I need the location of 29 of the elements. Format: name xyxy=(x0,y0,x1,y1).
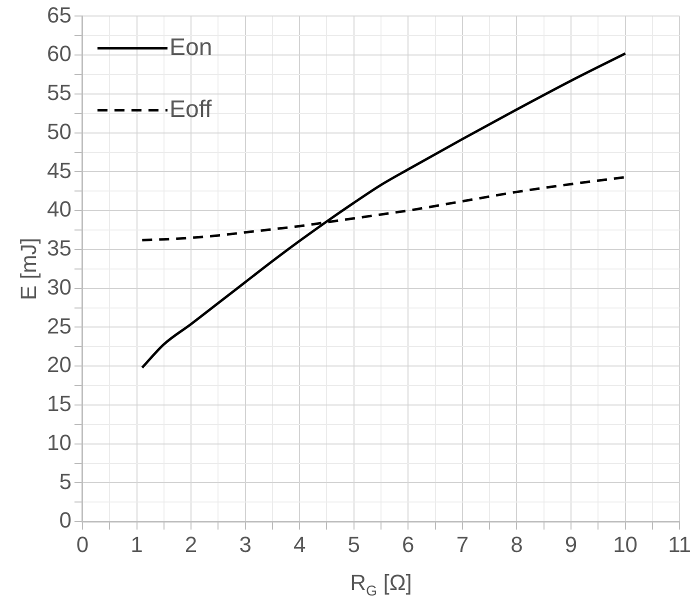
x-tick-label: 1 xyxy=(130,532,143,557)
y-tick-label: 35 xyxy=(46,236,72,261)
x-tick-label: 4 xyxy=(293,532,306,557)
legend-label: Eon xyxy=(169,34,212,61)
y-tick-label: 20 xyxy=(46,352,72,378)
x-tick-label: 11 xyxy=(668,532,692,557)
x-tick-label: 5 xyxy=(348,532,360,557)
y-tick-label: 30 xyxy=(46,274,72,300)
y-tick-label: 0 xyxy=(59,508,72,533)
x-tick-label: 7 xyxy=(456,532,469,557)
legend-label: Eoff xyxy=(169,96,212,123)
y-tick-label: 45 xyxy=(46,158,72,183)
y-tick-label: 5 xyxy=(59,468,72,494)
x-tick-label: 10 xyxy=(613,532,638,557)
x-tick-label: 3 xyxy=(239,532,252,557)
x-tick-label: 2 xyxy=(184,532,198,557)
y-tick-label: 55 xyxy=(46,80,72,106)
x-tick-label: 0 xyxy=(76,532,89,557)
y-tick-label: 50 xyxy=(46,118,72,144)
y-tick-label: 60 xyxy=(46,41,72,66)
y-tick-label: 10 xyxy=(46,430,72,455)
y-tick-label: 40 xyxy=(46,196,72,222)
y-tick-label: 25 xyxy=(46,313,72,338)
y-tick-label: 15 xyxy=(46,391,72,416)
x-tick-label: 9 xyxy=(564,532,578,557)
y-axis-title: E [mJ] xyxy=(16,238,41,300)
x-tick-label: 8 xyxy=(510,532,523,557)
y-tick-label: 65 xyxy=(46,2,72,28)
x-tick-label: 6 xyxy=(402,532,414,557)
